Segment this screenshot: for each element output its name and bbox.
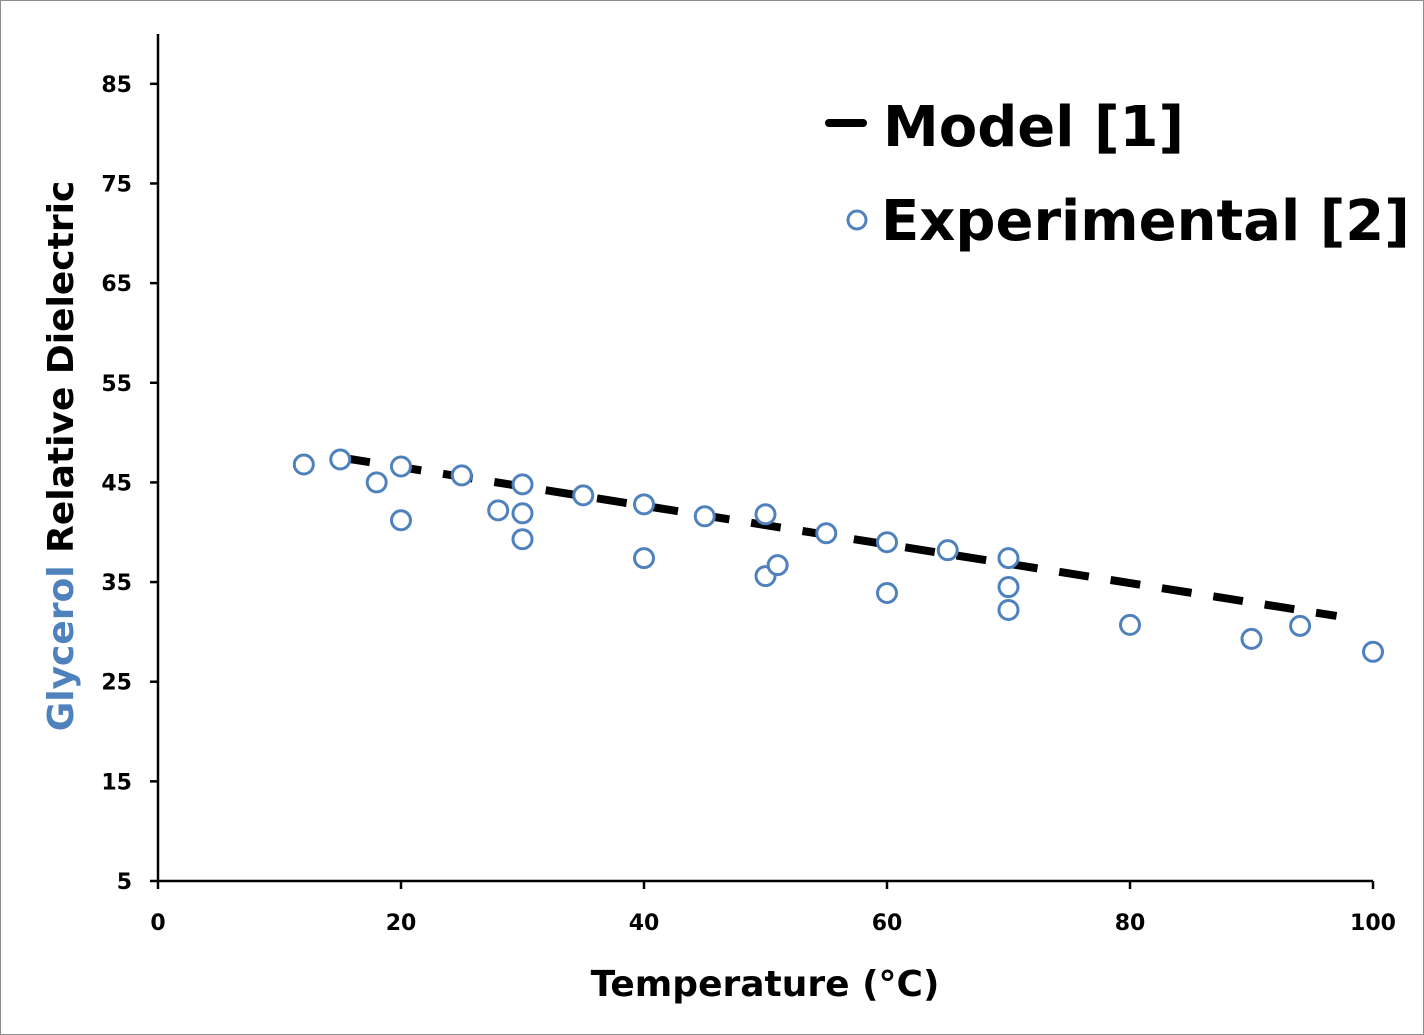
x-tick-label: 40 [629, 911, 660, 936]
y-tick-label: 45 [101, 471, 132, 496]
experimental-point [633, 547, 655, 570]
experimental-point [766, 554, 789, 577]
y-tick-label: 65 [101, 272, 132, 297]
x-tick-label: 100 [1350, 911, 1396, 936]
y-ticks: 5 15 25 35 45 55 65 75 85 [101, 73, 158, 895]
model-series [339, 453, 1338, 620]
experimental-point [693, 505, 716, 528]
experimental-point [511, 528, 534, 551]
y-tick-label: 25 [101, 671, 132, 696]
experimental-point [487, 499, 510, 522]
x-ticks: 0 20 40 60 80 100 [150, 881, 1396, 936]
y-tick-label: 85 [101, 73, 132, 98]
model-line [339, 453, 1338, 620]
experimental-point [997, 598, 1020, 621]
y-tick-label: 35 [101, 571, 132, 596]
x-tick-label: 0 [150, 911, 165, 936]
experimental-point [936, 539, 959, 562]
experimental-point [390, 455, 412, 478]
x-tick-label: 60 [872, 911, 903, 936]
experimental-point [1362, 640, 1384, 663]
experimental-point [1119, 613, 1141, 636]
experimental-point [633, 493, 655, 516]
x-axis-title: Temperature (°C) [591, 964, 940, 1005]
legend-model-label: Model [1] [883, 95, 1184, 160]
experimental-point [876, 531, 898, 554]
x-tick-label: 20 [386, 911, 417, 936]
legend-experimental-swatch [846, 209, 868, 231]
experimental-point [572, 484, 595, 507]
experimental-point [997, 576, 1020, 599]
x-tick-label: 80 [1115, 911, 1146, 936]
experimental-point [329, 448, 352, 471]
y-tick-label: 5 [117, 870, 132, 895]
y-axis-title-rest: Relative Dielectric [41, 181, 82, 566]
y-axis-title: Glycerol Relative Dielectric [41, 181, 82, 732]
experimental-point [292, 453, 315, 476]
y-axis-title-highlight: Glycerol [41, 565, 82, 731]
experimental-point [876, 582, 898, 605]
y-tick-label: 75 [101, 172, 132, 197]
experimental-point [450, 464, 473, 487]
y-tick-label: 15 [101, 770, 132, 795]
y-tick-label: 55 [101, 372, 132, 397]
experimental-point [1240, 627, 1263, 650]
experimental-point [1289, 614, 1312, 637]
experimental-point [390, 509, 412, 532]
experimental-point [815, 522, 838, 545]
experimental-point [365, 471, 388, 494]
legend-experimental-label: Experimental [2] [881, 189, 1410, 254]
experimental-point [997, 547, 1020, 570]
experimental-point [511, 502, 534, 525]
axes: 5 15 25 35 45 55 65 75 85 0 20 40 60 80 100 [101, 34, 1396, 936]
experimental-series [292, 448, 1384, 663]
experimental-point [754, 503, 777, 526]
legend: Model [1] Experimental [2] [825, 95, 1410, 254]
experimental-point [511, 473, 534, 496]
